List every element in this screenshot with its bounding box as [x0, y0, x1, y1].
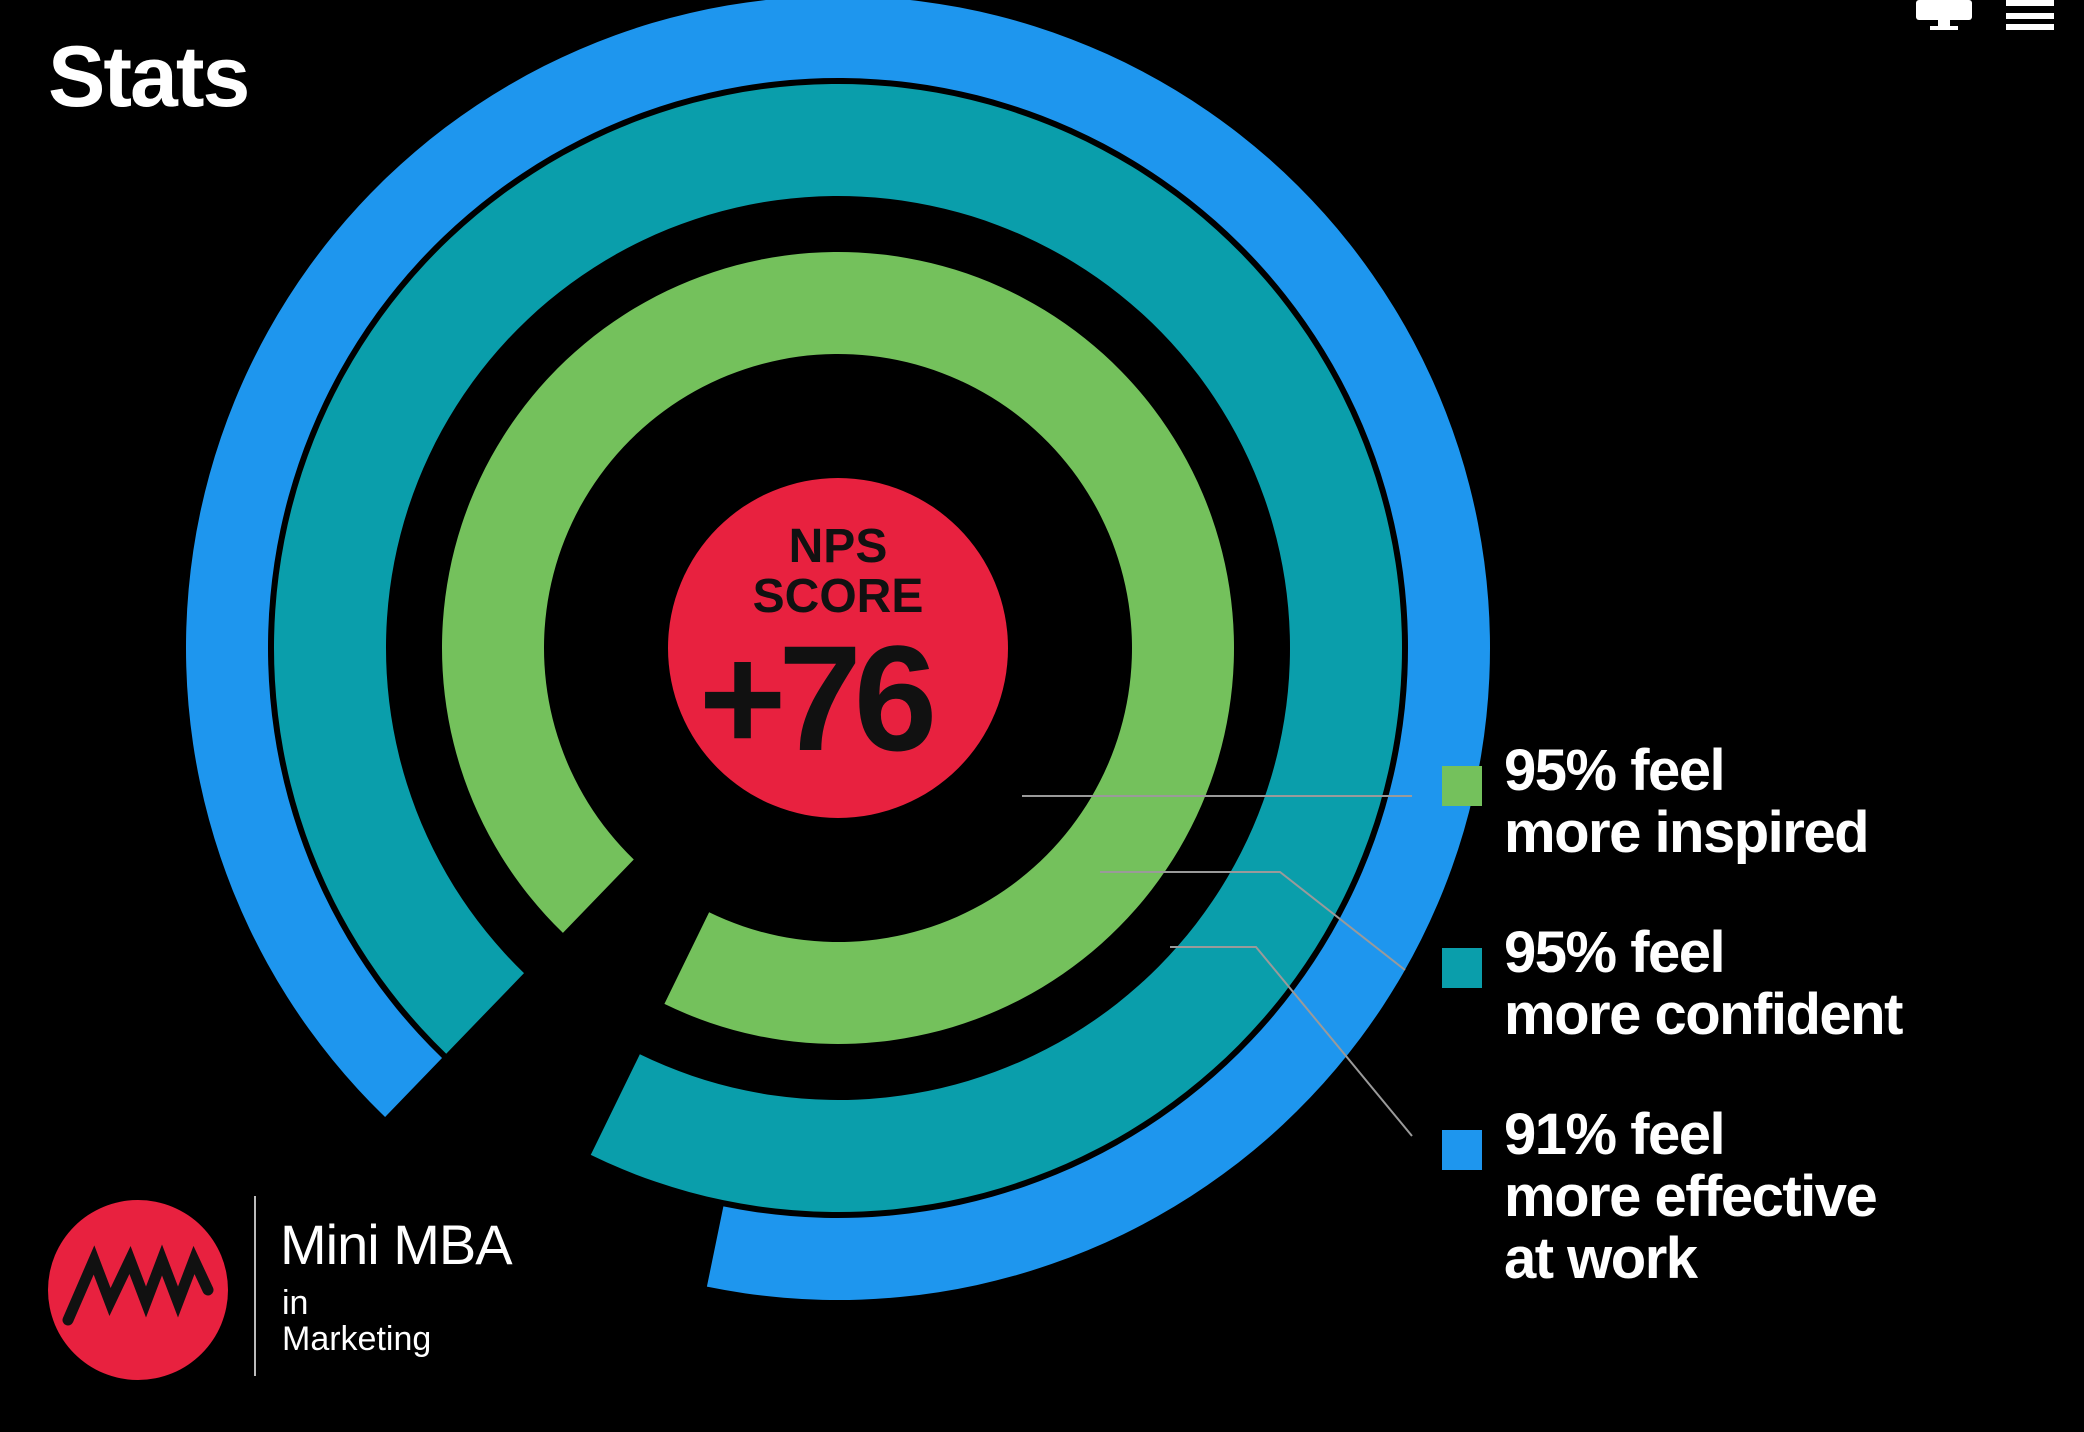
- mini-mba-logo: Mini MBA in Marketing: [46, 1196, 606, 1386]
- leader-line-2: [1170, 946, 1413, 1137]
- legend-text-confident: 95% feel more confident: [1504, 920, 1903, 1047]
- logo-divider: [254, 1196, 256, 1376]
- monitor-icon[interactable]: [1916, 0, 1972, 30]
- legend-text-inspired: 95% feel more inspired: [1504, 738, 1870, 865]
- nps-label-line1: NPS: [789, 520, 888, 573]
- nps-center-disc: [668, 478, 1008, 818]
- topbar-icons: [1916, 0, 2054, 30]
- menu-icon[interactable]: [2006, 0, 2054, 30]
- logo-subtitle: Marketing: [282, 1320, 432, 1358]
- legend-text-effective: 91% feel more effective at work: [1504, 1102, 1878, 1291]
- leader-line-1: [1100, 871, 1406, 971]
- nps-label-line2: SCORE: [753, 570, 924, 623]
- logo-in: in: [282, 1284, 309, 1322]
- leader-lines: [1022, 795, 1413, 1137]
- logo-title: Mini MBA: [280, 1213, 513, 1276]
- page-title: Stats: [48, 29, 250, 125]
- mw-badge-icon: [48, 1200, 228, 1380]
- nps-value: +76: [699, 614, 932, 782]
- legend-swatch-confident: [1442, 948, 1482, 988]
- legend-swatch-effective: [1442, 1130, 1482, 1170]
- nps-center-text: NPS SCORE +76: [699, 520, 940, 782]
- legend-swatch-inspired: [1442, 766, 1482, 806]
